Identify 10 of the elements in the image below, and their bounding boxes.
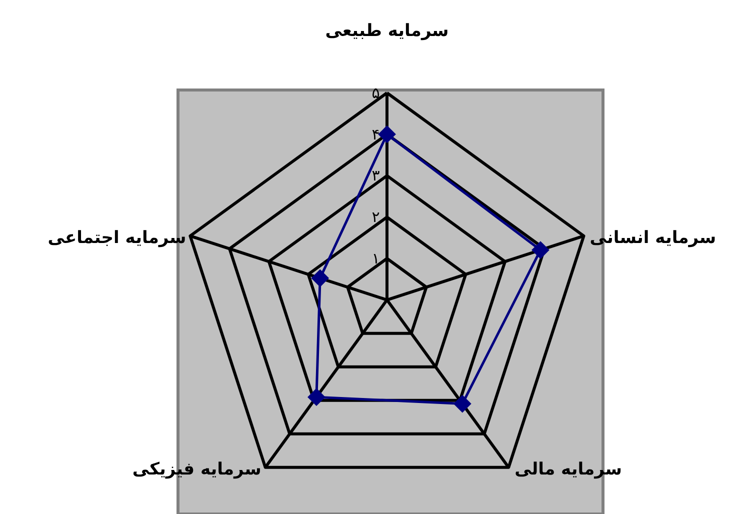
y-tick-label: ۱ [372, 250, 380, 268]
spoke-label: سرمایه مالی [514, 459, 622, 480]
spoke-label: سرمایه انسانی [590, 228, 716, 248]
y-tick-label: ۳ [372, 166, 380, 185]
spoke-label: سرمایه اجتماعی [48, 228, 186, 248]
y-tick-label: ۲ [372, 208, 380, 226]
spoke-label: سرمایه طبیعی [325, 20, 449, 41]
y-tick-label: ۴ [372, 125, 380, 144]
y-tick-label: ۵ [372, 84, 380, 102]
spoke-label: سرمایه فیزیکی [132, 459, 262, 480]
